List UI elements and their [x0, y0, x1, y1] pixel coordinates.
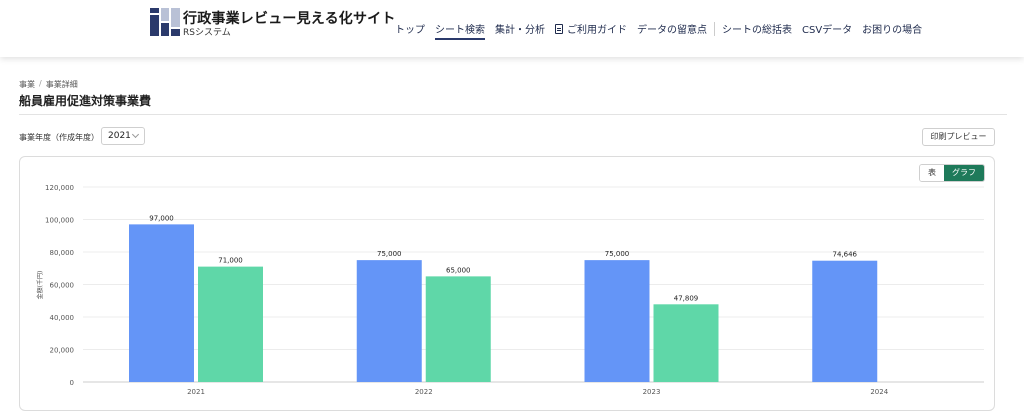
site-subtitle: RSシステム [183, 28, 231, 38]
y-tick-label: 20,000 [50, 347, 75, 355]
site-logo-icon[interactable] [150, 8, 180, 36]
nav-csv-data-label: CSVデータ [802, 25, 853, 36]
y-tick-label: 100,000 [45, 217, 74, 225]
y-tick-label: 80,000 [50, 249, 75, 257]
nav-sheet-summary-label: シートの総括表 [722, 25, 792, 36]
bar [356, 260, 422, 382]
print-preview-button[interactable]: 印刷プレビュー [922, 128, 995, 146]
breadcrumb-separator: / [39, 79, 42, 88]
data-label: 75,000 [377, 250, 402, 258]
nav-aggregate-analysis[interactable]: 集計・分析 [490, 0, 550, 57]
view-toggle: 表 グラフ [919, 164, 985, 182]
breadcrumb-item-project[interactable]: 事業 [19, 80, 35, 89]
bar [129, 224, 194, 382]
bar [653, 304, 719, 382]
y-tick-label: 60,000 [50, 282, 75, 290]
data-label: 47,809 [674, 294, 699, 302]
nav-top-label: トップ [395, 25, 425, 36]
site-title[interactable]: 行政事業レビュー見える化サイト [183, 11, 396, 27]
nav-sheet-summary[interactable]: シートの総括表 [717, 0, 797, 57]
x-tick-label: 2021 [187, 388, 205, 396]
table-view-button[interactable]: 表 [920, 165, 944, 181]
bar [198, 266, 263, 382]
data-label: 97,000 [149, 214, 174, 222]
page-title: 船員雇用促進対策事業費 [19, 94, 152, 108]
graph-view-button[interactable]: グラフ [944, 165, 984, 181]
nav-csv-data[interactable]: CSVデータ [797, 0, 857, 57]
breadcrumb-item-detail: 事業詳細 [45, 80, 78, 89]
nav-usage-guide-label: ご利用ガイド [567, 25, 627, 36]
y-tick-label: 120,000 [45, 184, 74, 192]
nav-data-notes-label: データの留意点 [637, 25, 707, 36]
nav-sheet-search-label: シート検索 [435, 25, 485, 36]
bar [584, 260, 650, 382]
fiscal-year-label: 事業年度（作成年度） [19, 133, 99, 142]
fiscal-year-value: 2021 [108, 131, 131, 141]
breadcrumb: 事業 / 事業詳細 [19, 79, 78, 90]
nav-usage-guide[interactable]: ご利用ガイド [550, 0, 632, 57]
bar [425, 276, 491, 382]
nav-aggregate-analysis-label: 集計・分析 [495, 25, 545, 36]
nav-sheet-search[interactable]: シート検索 [430, 0, 490, 57]
bar [812, 260, 878, 382]
y-axis-label: 金額(千円) [36, 271, 44, 300]
fiscal-year-select[interactable]: 2021 [101, 127, 145, 145]
y-tick-label: 0 [70, 379, 74, 387]
nav-help-label: お困りの場合 [862, 25, 923, 36]
main-nav: トップ シート検索 集計・分析 ご利用ガイド データの留意点 シートの総括表 C… [390, 0, 927, 57]
y-tick-label: 40,000 [50, 314, 75, 322]
nav-help[interactable]: お困りの場合 [857, 0, 927, 57]
data-label: 71,000 [218, 257, 243, 265]
x-tick-label: 2024 [870, 388, 888, 396]
nav-data-notes[interactable]: データの留意点 [632, 0, 712, 57]
document-icon [555, 23, 563, 34]
nav-divider [714, 21, 715, 36]
heading-divider [19, 114, 1007, 115]
site-header: 行政事業レビュー見える化サイト RSシステム トップ シート検索 集計・分析 ご… [0, 0, 1024, 57]
data-label: 75,000 [605, 250, 630, 258]
x-tick-label: 2022 [415, 388, 433, 396]
data-label: 74,646 [833, 251, 858, 259]
x-tick-label: 2023 [643, 388, 661, 396]
data-label: 65,000 [446, 266, 471, 274]
nav-top[interactable]: トップ [390, 0, 430, 57]
